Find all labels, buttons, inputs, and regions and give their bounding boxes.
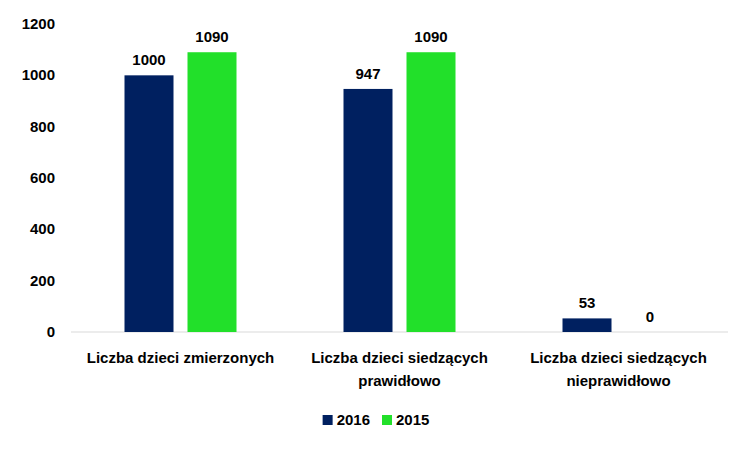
legend-swatch — [382, 415, 392, 425]
tick-mark — [67, 75, 71, 76]
data-label: 947 — [355, 65, 380, 82]
bar — [188, 52, 237, 332]
x-axis: Liczba dzieci zmierzonych Liczba dzieci s… — [87, 349, 707, 389]
tick-label: 1000 — [22, 66, 55, 83]
tick-mark — [67, 126, 71, 127]
tick-mark — [67, 24, 71, 25]
bar — [626, 332, 675, 333]
bar — [344, 89, 393, 332]
data-labels: 1000 947 53 1090 1090 0 — [132, 28, 654, 325]
category-label-line: Liczba dzieci siedzących — [530, 349, 707, 366]
bars — [125, 52, 612, 332]
legend-item: 2015 — [382, 411, 429, 428]
tick-label: 0 — [47, 323, 55, 340]
data-label: 0 — [646, 308, 654, 325]
category-label-line: Liczba dzieci zmierzonych — [87, 349, 275, 366]
data-label: 53 — [579, 294, 596, 311]
category-label-line: Liczba dzieci siedzących — [311, 349, 488, 366]
tick-label: 1200 — [22, 15, 55, 32]
category-label: Liczba dzieci zmierzonych — [87, 349, 275, 366]
y-axis: 0 200 400 600 800 1000 1200 — [22, 15, 71, 340]
bar — [563, 318, 612, 332]
tick-mark — [67, 178, 71, 179]
legend: 2016 2015 — [323, 411, 430, 428]
data-label: 1090 — [195, 28, 228, 45]
legend-label: 2016 — [337, 411, 370, 428]
data-label: 1000 — [132, 51, 165, 68]
legend-swatch — [323, 415, 333, 425]
legend-label: 2015 — [396, 411, 429, 428]
legend-item: 2016 — [323, 411, 370, 428]
bar — [407, 52, 456, 332]
category-label: Liczba dzieci siedzących prawidłowo — [311, 349, 488, 389]
tick-label: 400 — [30, 220, 55, 237]
tick-mark — [67, 332, 71, 333]
tick-label: 600 — [30, 169, 55, 186]
tick-label: 800 — [30, 118, 55, 135]
tick-mark — [67, 229, 71, 230]
data-label: 1090 — [414, 28, 447, 45]
chart: 0 200 400 600 800 1000 1200 1000 947 53 1090 1090 0 L… — [0, 0, 752, 452]
category-label-line: nieprawidłowo — [566, 372, 670, 389]
tick-label: 200 — [30, 272, 55, 289]
category-label-line: prawidłowo — [358, 372, 441, 389]
bar — [125, 75, 174, 332]
tick-mark — [67, 280, 71, 281]
category-label: Liczba dzieci siedzących nieprawidłowo — [530, 349, 707, 389]
